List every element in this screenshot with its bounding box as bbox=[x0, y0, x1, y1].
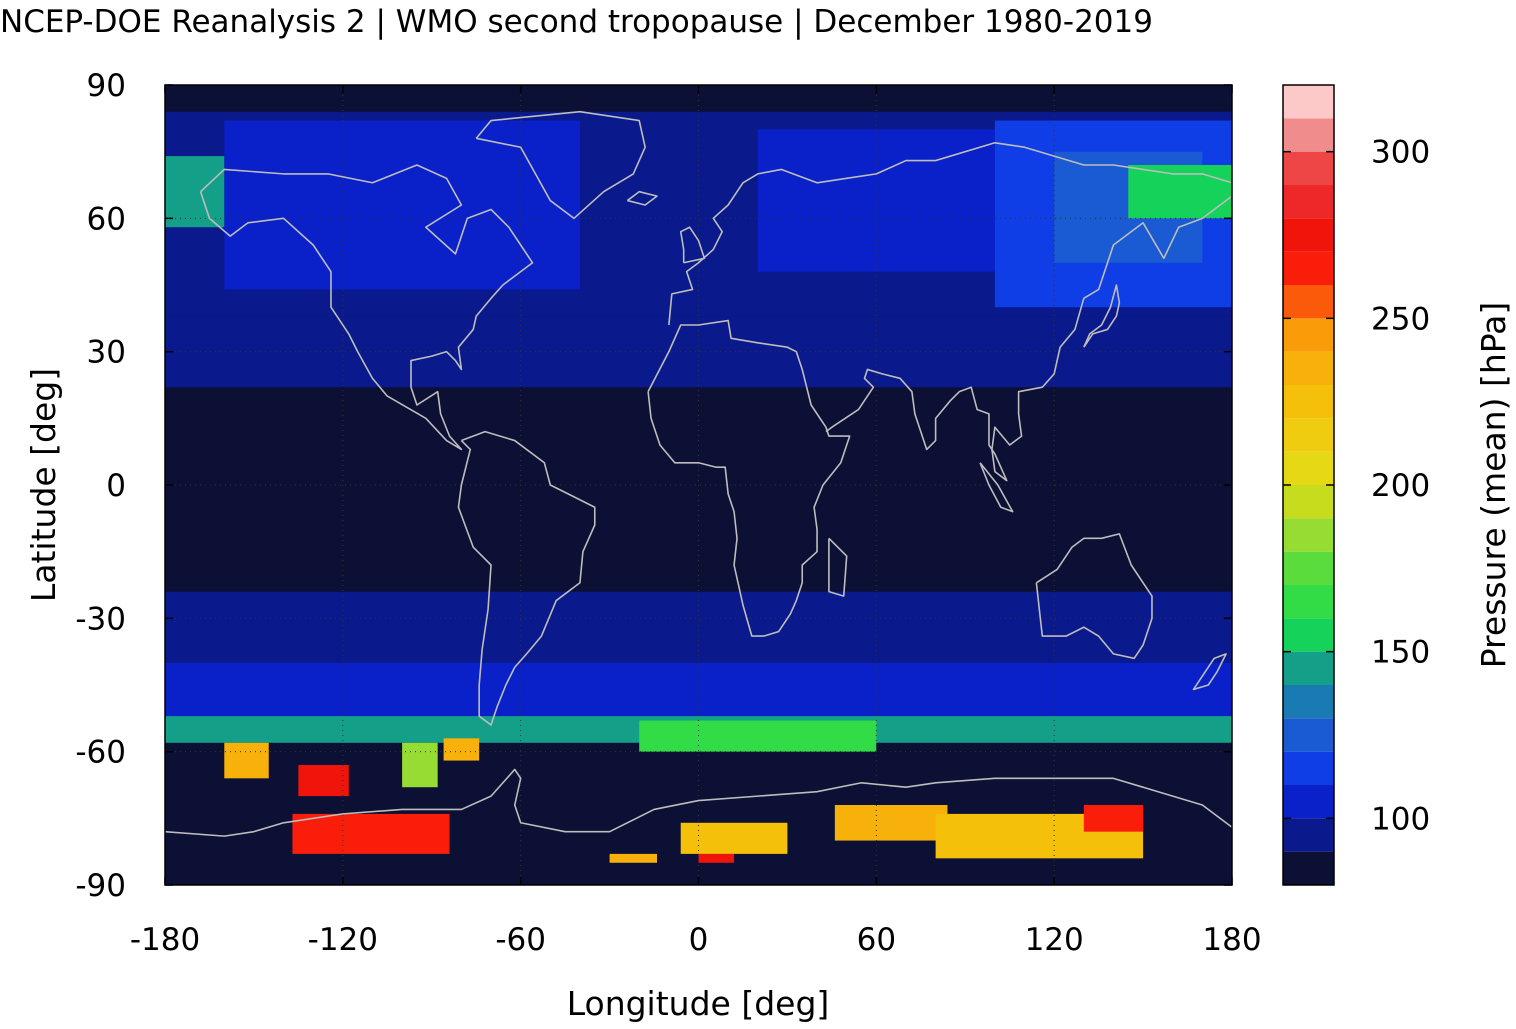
colorbar-level-0 bbox=[1283, 851, 1334, 885]
x-tick-label: -120 bbox=[308, 922, 378, 958]
colorbar-tick-label: 200 bbox=[1371, 468, 1430, 504]
coastline-4 bbox=[825, 195, 1232, 482]
colorbar-level-10 bbox=[1283, 518, 1334, 552]
colorbar-tick-label: 100 bbox=[1371, 801, 1430, 837]
colorbar-level-4 bbox=[1283, 718, 1334, 752]
chart-title: NCEP-DOE Reanalysis 2 | WMO second tropo… bbox=[0, 4, 1153, 40]
colorbar-ticks: 100 150 200 250 300 bbox=[1283, 135, 1430, 837]
y-axis-ticks: 90 60 30 0 -30 -60 -90 bbox=[75, 68, 1232, 904]
grid-lines bbox=[165, 85, 1232, 885]
heatmap-cell-9 bbox=[165, 591, 1232, 663]
colorbar-level-17 bbox=[1283, 285, 1334, 319]
colorbar-level-15 bbox=[1283, 351, 1334, 385]
colorbar-level-12 bbox=[1283, 451, 1334, 485]
colorbar-level-18 bbox=[1283, 251, 1334, 285]
colorbar-level-19 bbox=[1283, 218, 1334, 252]
colorbar-tick-label: 300 bbox=[1371, 135, 1430, 171]
colorbar-level-7 bbox=[1283, 618, 1334, 652]
y-tick-label: 0 bbox=[106, 468, 126, 504]
colorbar-level-1 bbox=[1283, 818, 1334, 852]
colorbar-level-16 bbox=[1283, 318, 1334, 352]
heatmap-cell-19 bbox=[698, 853, 735, 863]
y-tick-label: -60 bbox=[75, 735, 126, 771]
colorbar-level-21 bbox=[1283, 151, 1334, 185]
heatmap-cell-12 bbox=[639, 720, 877, 752]
x-tick-label: 60 bbox=[857, 922, 896, 958]
y-tick-label: -90 bbox=[75, 868, 126, 904]
colorbar-level-2 bbox=[1283, 785, 1334, 819]
colorbar bbox=[1283, 85, 1334, 885]
y-axis-label: Latitude [deg] bbox=[24, 368, 63, 602]
heatmap-plot-area bbox=[165, 85, 1232, 885]
colorbar-level-14 bbox=[1283, 385, 1334, 419]
coastline-12 bbox=[626, 190, 658, 206]
coastline-outlines bbox=[165, 110, 1232, 837]
heatmap-cell-23 bbox=[1083, 805, 1144, 832]
colorbar-level-23 bbox=[1283, 85, 1334, 119]
coastline-0 bbox=[199, 164, 534, 451]
coastline-1 bbox=[475, 110, 646, 220]
heatmap-cell-8 bbox=[165, 156, 225, 228]
heatmap-cell-16 bbox=[443, 738, 480, 761]
heatmap-cell-21 bbox=[834, 805, 948, 841]
colorbar-label: Pressure (mean) [hPa] bbox=[1474, 302, 1513, 669]
colorbar-level-8 bbox=[1283, 585, 1334, 619]
y-tick-label: 90 bbox=[87, 68, 126, 104]
heatmap-cell-20 bbox=[680, 822, 788, 854]
coastline-2 bbox=[457, 430, 596, 726]
coastline-13 bbox=[828, 537, 848, 597]
x-tick-label: 0 bbox=[689, 922, 709, 958]
y-tick-label: 30 bbox=[87, 335, 126, 371]
colorbar-level-9 bbox=[1283, 551, 1334, 585]
x-tick-label: -180 bbox=[130, 922, 200, 958]
coastline-8 bbox=[679, 226, 706, 264]
heatmap-cell-3 bbox=[224, 120, 580, 290]
heatmap-cell-15 bbox=[402, 742, 438, 788]
coastline-11 bbox=[979, 462, 1014, 513]
heatmap-cell-13 bbox=[224, 742, 269, 779]
heatmap-cell-7 bbox=[1128, 165, 1232, 219]
x-axis-label: Longitude [deg] bbox=[567, 984, 830, 1023]
coastline-10 bbox=[1192, 653, 1227, 691]
y-tick-label: -30 bbox=[75, 601, 126, 637]
x-tick-label: -60 bbox=[495, 922, 546, 958]
coastline-5 bbox=[647, 319, 851, 637]
colorbar-level-3 bbox=[1283, 751, 1334, 785]
coastline-9 bbox=[1083, 284, 1121, 348]
colorbar-level-13 bbox=[1283, 418, 1334, 452]
colorbar-tick-label: 250 bbox=[1371, 301, 1430, 337]
colorbar-level-6 bbox=[1283, 651, 1334, 685]
x-tick-label: 180 bbox=[1202, 922, 1261, 958]
coastline-3 bbox=[668, 141, 1232, 326]
heatmap-cell-17 bbox=[292, 813, 450, 854]
colorbar-level-5 bbox=[1283, 685, 1334, 719]
colorbar-level-22 bbox=[1283, 118, 1334, 152]
coastline-6 bbox=[1035, 533, 1153, 660]
colorbar-level-11 bbox=[1283, 485, 1334, 519]
heatmap-cell-14 bbox=[298, 765, 349, 797]
colorbar-tick-label: 150 bbox=[1371, 635, 1430, 671]
heatmap-cell-18 bbox=[609, 853, 658, 863]
coastline-7 bbox=[165, 768, 1232, 837]
colorbar-level-20 bbox=[1283, 185, 1334, 219]
x-tick-label: 120 bbox=[1025, 922, 1084, 958]
y-tick-label: 60 bbox=[87, 201, 126, 237]
x-axis-ticks: -180 -120 -60 0 60 120 180 bbox=[130, 85, 1262, 958]
